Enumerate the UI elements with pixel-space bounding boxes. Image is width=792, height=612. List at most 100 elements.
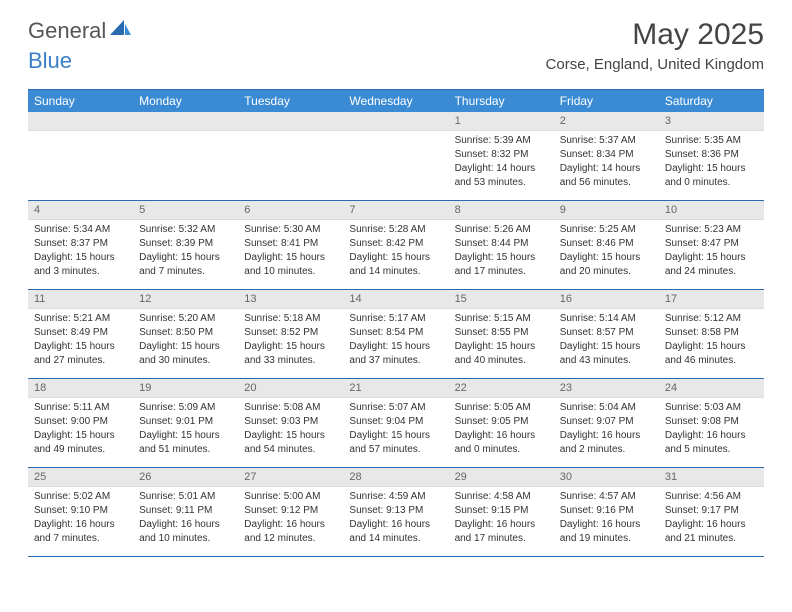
sunrise: Sunrise: 4:57 AM — [560, 490, 653, 504]
day-number: 23 — [554, 379, 659, 398]
daylight-line2: and 0 minutes. — [665, 176, 758, 190]
day-cell: 27Sunrise: 5:00 AMSunset: 9:12 PMDayligh… — [238, 468, 343, 556]
daylight-line1: Daylight: 15 hours — [349, 429, 442, 443]
day-cell: 13Sunrise: 5:18 AMSunset: 8:52 PMDayligh… — [238, 290, 343, 378]
day-cell: 18Sunrise: 5:11 AMSunset: 9:00 PMDayligh… — [28, 379, 133, 467]
day-cell: 24Sunrise: 5:03 AMSunset: 9:08 PMDayligh… — [659, 379, 764, 467]
day-cell: 16Sunrise: 5:14 AMSunset: 8:57 PMDayligh… — [554, 290, 659, 378]
sunset: Sunset: 9:12 PM — [244, 504, 337, 518]
day-number: 10 — [659, 201, 764, 220]
day-number: 21 — [343, 379, 448, 398]
day-body: Sunrise: 5:01 AMSunset: 9:11 PMDaylight:… — [133, 487, 238, 552]
logo-text-general: General — [28, 18, 106, 44]
daylight-line1: Daylight: 15 hours — [139, 429, 232, 443]
sunset: Sunset: 8:50 PM — [139, 326, 232, 340]
sunset: Sunset: 8:42 PM — [349, 237, 442, 251]
sunrise: Sunrise: 5:21 AM — [34, 312, 127, 326]
day-body: Sunrise: 5:09 AMSunset: 9:01 PMDaylight:… — [133, 398, 238, 463]
day-body: Sunrise: 5:18 AMSunset: 8:52 PMDaylight:… — [238, 309, 343, 374]
day-number: 2 — [554, 112, 659, 131]
sunset: Sunset: 8:55 PM — [455, 326, 548, 340]
daylight-line1: Daylight: 15 hours — [560, 340, 653, 354]
day-body: Sunrise: 5:00 AMSunset: 9:12 PMDaylight:… — [238, 487, 343, 552]
day-cell: 28Sunrise: 4:59 AMSunset: 9:13 PMDayligh… — [343, 468, 448, 556]
daylight-line1: Daylight: 14 hours — [455, 162, 548, 176]
day-number — [238, 112, 343, 131]
daylight-line1: Daylight: 15 hours — [665, 251, 758, 265]
day-cell: 29Sunrise: 4:58 AMSunset: 9:15 PMDayligh… — [449, 468, 554, 556]
sunrise: Sunrise: 5:20 AM — [139, 312, 232, 326]
day-cell — [238, 112, 343, 200]
day-number: 19 — [133, 379, 238, 398]
sunset: Sunset: 8:36 PM — [665, 148, 758, 162]
sunrise: Sunrise: 4:59 AM — [349, 490, 442, 504]
daylight-line2: and 24 minutes. — [665, 265, 758, 279]
day-number: 25 — [28, 468, 133, 487]
day-number: 5 — [133, 201, 238, 220]
day-cell — [343, 112, 448, 200]
sunrise: Sunrise: 5:11 AM — [34, 401, 127, 415]
sunset: Sunset: 8:37 PM — [34, 237, 127, 251]
daylight-line2: and 2 minutes. — [560, 443, 653, 457]
daylight-line2: and 7 minutes. — [139, 265, 232, 279]
daylight-line2: and 54 minutes. — [244, 443, 337, 457]
sunrise: Sunrise: 5:04 AM — [560, 401, 653, 415]
daylight-line2: and 0 minutes. — [455, 443, 548, 457]
day-cell: 1Sunrise: 5:39 AMSunset: 8:32 PMDaylight… — [449, 112, 554, 200]
day-number: 9 — [554, 201, 659, 220]
sunrise: Sunrise: 5:00 AM — [244, 490, 337, 504]
day-number — [133, 112, 238, 131]
dow-sunday: Sunday — [28, 90, 133, 112]
daylight-line1: Daylight: 16 hours — [455, 518, 548, 532]
location: Corse, England, United Kingdom — [546, 56, 764, 73]
week-row: 1Sunrise: 5:39 AMSunset: 8:32 PMDaylight… — [28, 112, 764, 201]
daylight-line1: Daylight: 15 hours — [455, 340, 548, 354]
daylight-line2: and 17 minutes. — [455, 532, 548, 546]
sunrise: Sunrise: 4:58 AM — [455, 490, 548, 504]
day-cell: 20Sunrise: 5:08 AMSunset: 9:03 PMDayligh… — [238, 379, 343, 467]
day-body: Sunrise: 5:25 AMSunset: 8:46 PMDaylight:… — [554, 220, 659, 285]
day-number: 11 — [28, 290, 133, 309]
daylight-line1: Daylight: 16 hours — [455, 429, 548, 443]
sunset: Sunset: 8:46 PM — [560, 237, 653, 251]
sunrise: Sunrise: 5:28 AM — [349, 223, 442, 237]
calendar: Sunday Monday Tuesday Wednesday Thursday… — [28, 89, 764, 557]
day-cell: 11 Sunrise: 5:21 AMSunset: 8:49 PMDayligh… — [28, 290, 133, 378]
daylight-line2: and 56 minutes. — [560, 176, 653, 190]
day-body: Sunrise: 5:35 AMSunset: 8:36 PMDaylight:… — [659, 131, 764, 196]
daylight-line2: and 33 minutes. — [244, 354, 337, 368]
day-body: Sunrise: 5:26 AMSunset: 8:44 PMDaylight:… — [449, 220, 554, 285]
logo-blue-row: Blue — [28, 48, 72, 74]
dow-saturday: Saturday — [659, 90, 764, 112]
day-number: 8 — [449, 201, 554, 220]
day-body: Sunrise: 5:12 AMSunset: 8:58 PMDaylight:… — [659, 309, 764, 374]
sunset: Sunset: 9:04 PM — [349, 415, 442, 429]
day-number: 26 — [133, 468, 238, 487]
day-body: Sunrise: 5:11 AMSunset: 9:00 PMDaylight:… — [28, 398, 133, 463]
sunrise: Sunrise: 5:15 AM — [455, 312, 548, 326]
daylight-line1: Daylight: 14 hours — [560, 162, 653, 176]
day-body: Sunrise: 5:37 AMSunset: 8:34 PMDaylight:… — [554, 131, 659, 196]
sunset: Sunset: 8:49 PM — [34, 326, 127, 340]
sunset: Sunset: 8:41 PM — [244, 237, 337, 251]
day-cell: 4Sunrise: 5:34 AMSunset: 8:37 PMDaylight… — [28, 201, 133, 289]
daylight-line2: and 3 minutes. — [34, 265, 127, 279]
daylight-line2: and 51 minutes. — [139, 443, 232, 457]
day-cell: 15Sunrise: 5:15 AMSunset: 8:55 PMDayligh… — [449, 290, 554, 378]
day-number — [343, 112, 448, 131]
daylight-line2: and 49 minutes. — [34, 443, 127, 457]
sunset: Sunset: 8:52 PM — [244, 326, 337, 340]
day-cell: 23Sunrise: 5:04 AMSunset: 9:07 PMDayligh… — [554, 379, 659, 467]
day-body: Sunrise: 5:07 AMSunset: 9:04 PMDaylight:… — [343, 398, 448, 463]
day-cell: 21Sunrise: 5:07 AMSunset: 9:04 PMDayligh… — [343, 379, 448, 467]
daylight-line2: and 37 minutes. — [349, 354, 442, 368]
sunset: Sunset: 9:15 PM — [455, 504, 548, 518]
sunrise: Sunrise: 5:08 AM — [244, 401, 337, 415]
day-number: 6 — [238, 201, 343, 220]
sunrise: Sunrise: 5:01 AM — [139, 490, 232, 504]
daylight-line1: Daylight: 15 hours — [34, 340, 127, 354]
sunset: Sunset: 8:39 PM — [139, 237, 232, 251]
sunset: Sunset: 9:08 PM — [665, 415, 758, 429]
daylight-line2: and 40 minutes. — [455, 354, 548, 368]
day-cell: 12Sunrise: 5:20 AMSunset: 8:50 PMDayligh… — [133, 290, 238, 378]
